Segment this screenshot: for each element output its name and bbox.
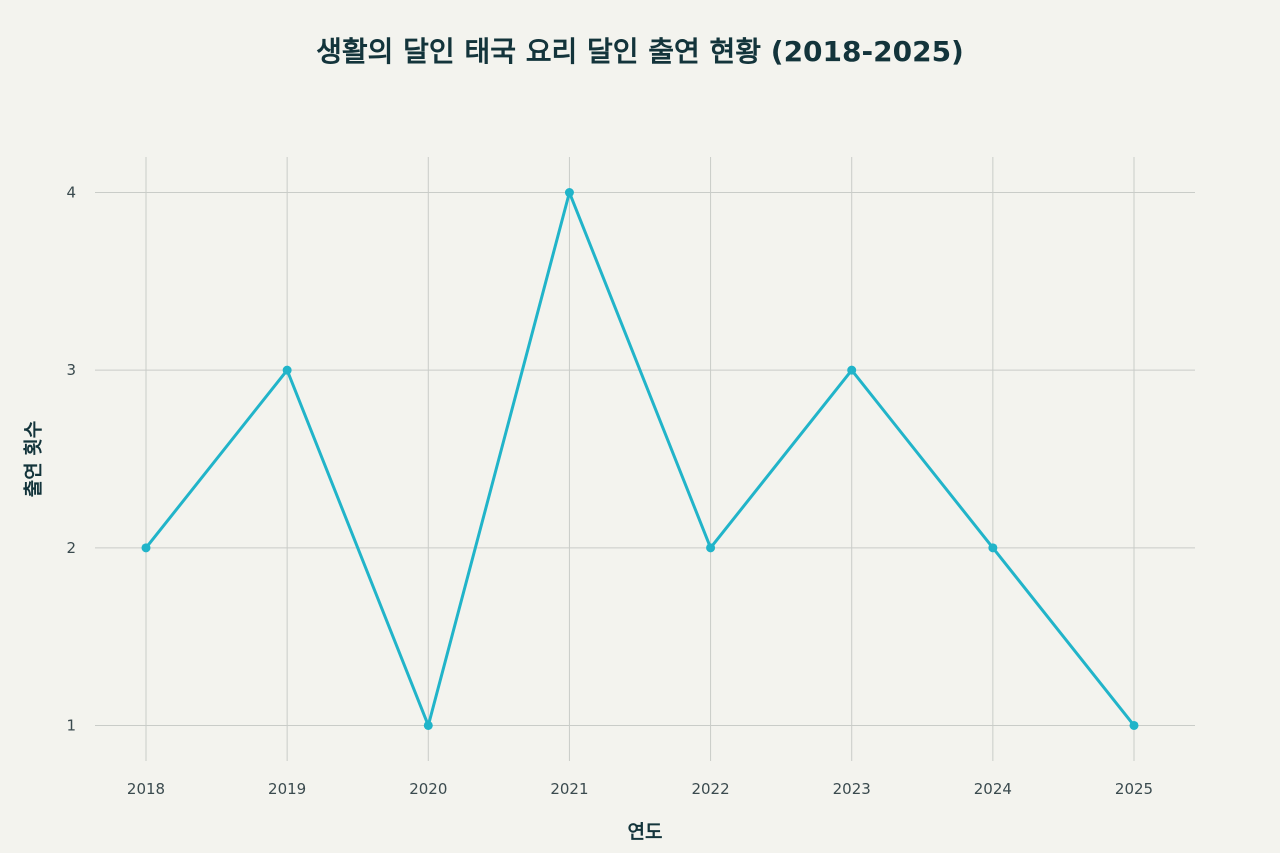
y-tick-label: 2 xyxy=(66,539,76,557)
x-tick-label: 2019 xyxy=(268,780,306,798)
x-tick-label: 2021 xyxy=(550,780,588,798)
y-tick-labels: 1 2 3 4 xyxy=(66,184,76,735)
y-gridlines xyxy=(95,192,1195,726)
x-tick-label: 2018 xyxy=(127,780,165,798)
series-group xyxy=(141,188,1139,730)
x-tick-label: 2024 xyxy=(974,780,1012,798)
chart-title: 생활의 달인 태국 요리 달인 출연 현황 (2018-2025) xyxy=(316,35,964,68)
data-point xyxy=(1129,720,1139,730)
x-tick-label: 2020 xyxy=(409,780,447,798)
x-tick-labels: 2018 2019 2020 2021 2022 2023 2024 2025 xyxy=(127,780,1153,798)
x-tick-label: 2025 xyxy=(1115,780,1153,798)
y-tick-label: 3 xyxy=(66,361,76,379)
data-point xyxy=(282,365,292,375)
data-point xyxy=(847,365,857,375)
y-tick-label: 4 xyxy=(66,184,76,202)
data-point xyxy=(141,543,151,553)
series-line xyxy=(144,191,1136,727)
y-axis-title: 출연 횟수 xyxy=(23,421,45,498)
x-tick-label: 2023 xyxy=(833,780,871,798)
x-gridlines xyxy=(145,157,1135,761)
y-tick-label: 1 xyxy=(66,716,76,734)
data-point xyxy=(564,188,574,198)
data-point xyxy=(988,543,998,553)
x-axis-title: 연도 xyxy=(628,821,663,843)
data-point xyxy=(423,720,433,730)
x-tick-label: 2022 xyxy=(691,780,729,798)
data-point xyxy=(706,543,716,553)
